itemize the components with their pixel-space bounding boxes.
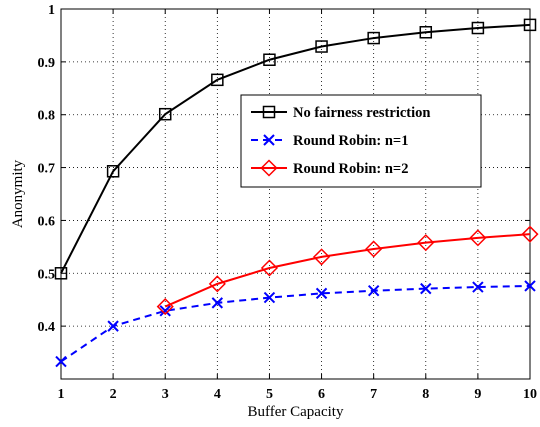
x-tick-label: 2	[110, 387, 117, 402]
data-point	[260, 259, 279, 277]
legend-marker	[260, 159, 278, 177]
series-line	[164, 233, 531, 308]
series-line	[60, 23, 531, 274]
legend-label: Round Robin: n=2	[293, 161, 408, 177]
data-point	[367, 285, 380, 297]
data-point-stroke	[524, 280, 536, 292]
data-point	[315, 40, 328, 53]
legend-marker	[262, 105, 276, 119]
legend: No fairness restriction Round Robin: n=1 R…	[240, 94, 482, 188]
legend-label: Round Robin: n=1	[293, 133, 408, 149]
x-axis-label: Buffer Capacity	[248, 404, 344, 420]
data-point	[315, 287, 328, 300]
data-point-stroke	[107, 320, 119, 332]
data-point	[211, 73, 224, 87]
y-tick-label: 0.5	[38, 267, 56, 282]
data-point-stroke	[263, 291, 276, 304]
data-point	[469, 229, 487, 247]
series-lines	[54, 18, 539, 368]
y-tick-label: 1	[48, 3, 55, 18]
series-line	[60, 284, 531, 363]
data-point	[107, 320, 119, 332]
x-tick-label: 3	[162, 387, 169, 402]
data-point	[158, 107, 172, 121]
plot-area	[60, 8, 531, 380]
data-point	[420, 282, 432, 295]
data-point	[419, 26, 433, 39]
y-tick-label: 0.4	[38, 320, 56, 335]
y-tick-label: 0.7	[38, 162, 56, 177]
legend-marker-stroke	[263, 134, 275, 146]
series-0	[54, 18, 537, 280]
y-tick-label: 0.6	[38, 214, 56, 229]
data-point	[367, 31, 380, 45]
y-tick-label: 0.8	[38, 109, 56, 124]
data-point	[312, 248, 331, 266]
data-point	[263, 53, 276, 66]
data-point	[523, 18, 537, 32]
data-point	[211, 297, 224, 309]
data-point	[263, 291, 276, 304]
y-tick-label: 0.9	[38, 56, 56, 71]
axis-ticks: 1 2 3 4 5 6 7 8 9 10 0.4 0.5 0.6 0.7 0.8 0.9 1	[38, 3, 538, 402]
x-tick-label: 9	[474, 387, 481, 402]
data-point	[521, 225, 539, 243]
legend-label: No fairness restriction	[293, 105, 430, 121]
data-point	[106, 165, 120, 178]
data-point-stroke	[159, 305, 171, 317]
grid	[61, 9, 530, 379]
data-point	[365, 240, 383, 258]
data-point	[208, 275, 226, 293]
data-point	[472, 281, 484, 293]
data-point-stroke	[211, 297, 224, 309]
series-1	[55, 280, 536, 368]
x-tick-label: 8	[422, 387, 429, 402]
x-tick-label: 4	[214, 387, 221, 402]
data-point	[156, 298, 174, 316]
data-point-stroke	[472, 281, 484, 293]
data-point	[159, 305, 171, 317]
legend-marker	[263, 134, 275, 146]
y-axis-label: Anonymity	[10, 159, 26, 228]
series-2	[156, 225, 539, 316]
data-point	[471, 21, 485, 35]
x-tick-label: 7	[370, 387, 377, 402]
x-tick-label: 10	[523, 387, 537, 402]
data-point	[417, 234, 435, 252]
data-point	[524, 280, 536, 292]
x-tick-label: 5	[266, 387, 273, 402]
data-point	[55, 355, 67, 368]
data-point-stroke	[367, 285, 380, 297]
data-point	[54, 267, 68, 280]
x-tick-label: 1	[58, 387, 65, 402]
x-tick-label: 6	[318, 387, 325, 402]
data-point-stroke	[420, 282, 432, 295]
data-point-stroke	[55, 355, 67, 368]
data-point-stroke	[315, 287, 328, 300]
